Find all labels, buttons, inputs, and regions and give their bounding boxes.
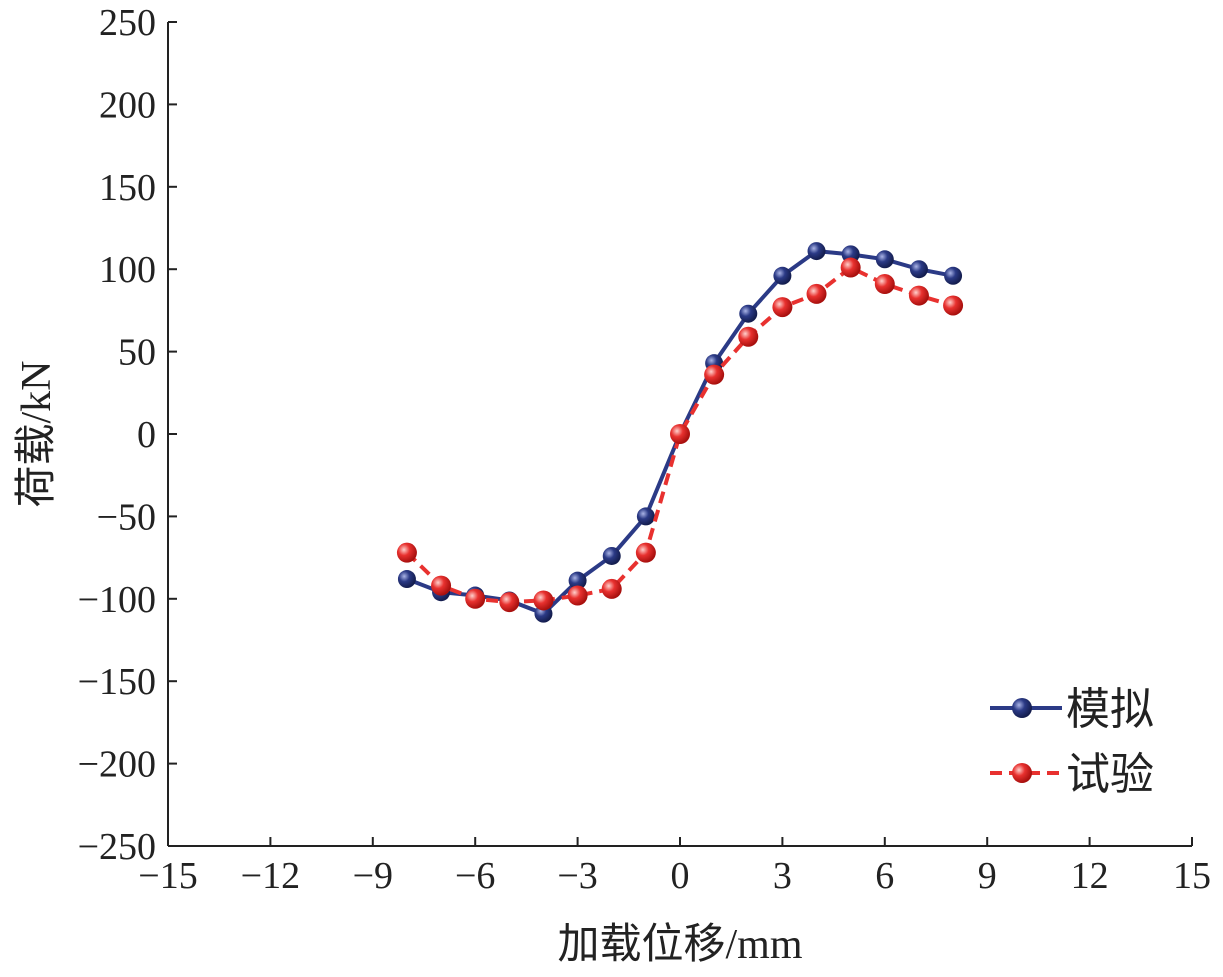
x-tick-label: −12 [241,855,300,897]
y-tick-label: −50 [97,496,156,538]
x-tick-label: 3 [773,855,792,897]
data-point-test [465,588,486,609]
y-tick-label: 50 [118,332,156,374]
data-point-test [738,326,759,347]
legend-label: 试验 [1066,750,1154,799]
y-tick-label: 0 [137,414,156,456]
data-point-simulation [636,507,655,526]
data-point-simulation [875,250,894,269]
y-tick-label: 100 [99,249,156,291]
data-point-test [431,575,452,596]
data-point-test [704,364,725,385]
data-point-test [567,585,588,606]
data-point-test [806,283,827,304]
data-point-test [874,274,895,295]
y-tick-label: 200 [99,84,156,126]
x-tick-label: −6 [455,855,495,897]
x-tick-label: −3 [557,855,597,897]
y-axis-label: 荷载/kN [14,360,60,507]
y-tick-label: 250 [99,2,156,44]
series-line-test [405,265,954,605]
data-point-test [943,295,964,316]
data-point-test [533,590,554,611]
data-point-test [601,578,622,599]
legend-marker [1012,763,1032,783]
x-tick-label: −15 [138,855,197,897]
data-point-simulation [944,266,963,285]
data-point-simulation [568,571,587,590]
y-tick-label: −150 [78,661,156,703]
x-tick-label: 6 [875,855,894,897]
data-point-test [908,285,929,306]
y-tick-label: 150 [99,167,156,209]
data-point-simulation [909,260,928,279]
data-point-simulation [397,570,416,589]
x-tick-label: 0 [671,855,690,897]
x-tick-label: −9 [353,855,393,897]
data-point-simulation [739,304,758,323]
y-tick-label: −250 [78,826,156,868]
y-tick-label: −100 [78,579,156,621]
x-tick-label: 12 [1071,855,1109,897]
data-point-simulation [773,266,792,285]
legend-label: 模拟 [1066,685,1154,734]
data-point-test [670,424,690,444]
data-point-simulation [807,242,826,261]
data-point-simulation [602,546,621,565]
data-point-test [772,297,793,318]
data-point-test [499,592,520,613]
data-point-test [840,257,861,278]
y-tick-label: −200 [78,744,156,786]
legend-marker [1012,698,1032,718]
x-tick-label: 9 [978,855,997,897]
data-point-test [635,542,656,563]
x-axis-label: 加载位移/mm [557,921,802,968]
x-tick-label: 15 [1173,855,1211,897]
data-point-test [396,542,417,563]
